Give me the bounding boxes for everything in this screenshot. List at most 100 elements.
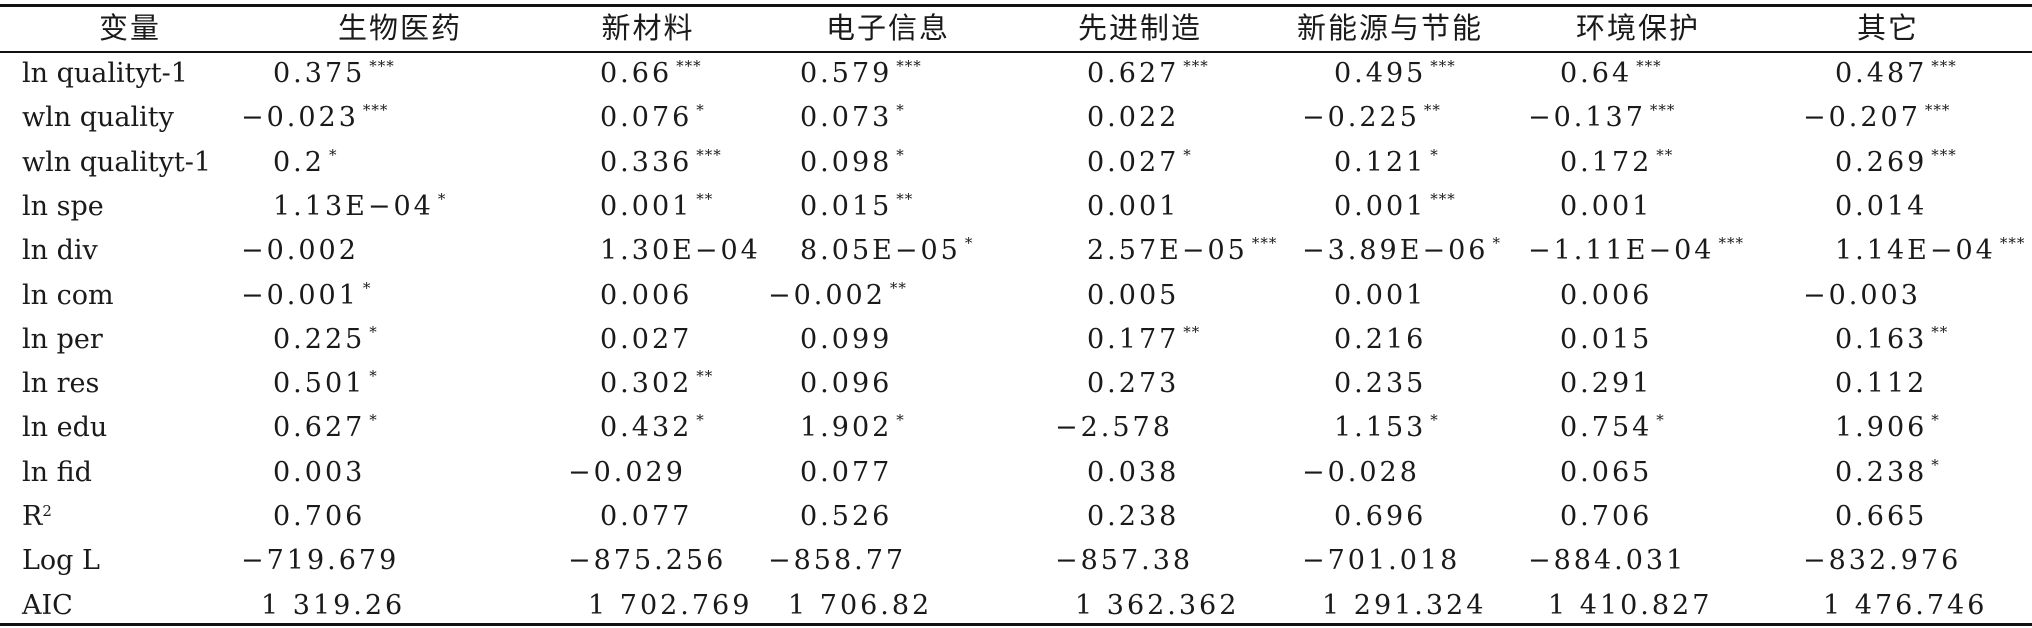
cell-value: 0.015	[1560, 323, 1653, 355]
significance-stars: ***	[1636, 57, 1662, 75]
table-cell: 0.526	[800, 495, 892, 539]
table-row: AIC 1 319.26 1 702.769 1 706.82 1 362.362 1 2…	[0, 584, 2032, 628]
significance-stars: **	[696, 367, 714, 386]
table-cell: 0.579 ***	[800, 52, 922, 96]
cell-value: 8.05E−05	[800, 235, 961, 267]
significance-stars: *	[896, 101, 905, 120]
table-cell: −875.256	[568, 539, 726, 583]
table-cell: −0.002	[241, 229, 359, 273]
table-cell: −2.578	[1055, 406, 1173, 450]
cell-value: −0.137	[1528, 102, 1646, 134]
table-row: ln spe 1.13E−04 * 0.001 ** 0.015 ** 0.001 0.001 *…	[0, 185, 2032, 229]
cell-value: 0.432	[600, 412, 693, 444]
cell-value: 0.696	[1334, 501, 1427, 532]
table-cell: 0.291	[1560, 362, 1652, 406]
bottom-rule	[0, 623, 2032, 626]
table-cell: 8.05E−05 *	[800, 229, 973, 273]
column-header: 变量	[98, 11, 162, 45]
row-label: ln res	[22, 362, 99, 406]
table-cell: 0.238 *	[1835, 451, 1940, 495]
table-cell: 0.006	[600, 274, 692, 318]
significance-stars: *	[696, 101, 705, 120]
cell-value: −0.028	[1302, 456, 1420, 488]
cell-value: 0.495	[1334, 58, 1427, 89]
row-label: ln com	[22, 274, 114, 318]
significance-stars: ***	[1931, 145, 1957, 164]
row-label-text: Log L	[22, 545, 100, 577]
cell-value: 0.001	[1560, 190, 1653, 222]
table-cell: 0.163 **	[1835, 318, 1948, 362]
table-cell: 0.235	[1334, 362, 1426, 406]
cell-value: 0.501	[273, 368, 366, 400]
table-cell: −0.029	[568, 451, 686, 495]
row-label-text: ln res	[22, 368, 100, 400]
row-label: R2	[22, 495, 52, 539]
table-cell: 0.005	[1087, 274, 1179, 318]
cell-value: 1 702.769	[588, 589, 753, 621]
cell-value: −0.002	[768, 279, 886, 311]
significance-stars: **	[1656, 145, 1674, 164]
cell-value: 0.627	[273, 412, 366, 444]
significance-stars: ***	[1183, 57, 1209, 75]
significance-stars: *	[964, 234, 974, 253]
column-header: 其它	[1856, 11, 1920, 45]
table-row: ln div −0.002 1.30E−04 8.05E−05 * 2.57E−05 ***…	[0, 229, 2032, 273]
cell-value: 0.706	[1560, 501, 1653, 532]
cell-value: 1.153	[1334, 412, 1427, 444]
significance-stars: ***	[1649, 101, 1676, 120]
table-cell: 0.098 *	[800, 141, 905, 185]
table-cell: 0.177 **	[1087, 318, 1200, 362]
column-header: 生物医药	[337, 11, 463, 45]
table-cell: 1.13E−04 *	[273, 185, 446, 229]
cell-value: 1 291.324	[1322, 589, 1487, 621]
table-cell: 0.269 ***	[1835, 141, 1957, 185]
header-rule	[0, 51, 2032, 53]
table-row: wln quality −0.023 *** 0.076 * 0.073 * 0.022 −0.…	[0, 96, 2032, 140]
significance-stars: *	[1931, 455, 1940, 474]
table-cell: 0.754 *	[1560, 406, 1665, 450]
table-cell: 0.077	[800, 451, 892, 495]
column-header: 新材料	[601, 11, 695, 45]
significance-stars: *	[362, 278, 372, 297]
cell-value: 0.216	[1334, 323, 1427, 355]
row-label-superscript: 2	[42, 502, 52, 520]
significance-stars: *	[369, 411, 378, 430]
row-label-text: AIC	[22, 589, 73, 621]
table-cell: 0.015 **	[800, 185, 913, 229]
cell-value: 0.006	[1560, 279, 1653, 311]
significance-stars: ***	[1931, 57, 1957, 75]
significance-stars: ***	[1430, 57, 1456, 75]
cell-value: 0.015	[800, 190, 893, 222]
significance-stars: ***	[369, 57, 395, 75]
table-cell: 0.336 ***	[600, 141, 722, 185]
row-label: ln div	[22, 229, 98, 273]
table-cell: 0.001	[1087, 185, 1179, 229]
table-row: wln qualityt-1 0.2 * 0.336 *** 0.098 * 0.027 * 0.…	[0, 141, 2032, 185]
column-header: 电子信息	[825, 11, 951, 45]
cell-value: −0.225	[1302, 102, 1420, 134]
table-cell: −0.002 **	[768, 274, 907, 318]
table-cell: 0.001 ***	[1334, 185, 1456, 229]
significance-stars: *	[369, 322, 378, 341]
cell-value: 1.14E−04	[1835, 235, 1996, 267]
table-cell: 0.66 ***	[600, 52, 702, 96]
cell-value: 0.375	[273, 58, 366, 89]
table-cell: −884.031	[1528, 539, 1686, 583]
table-cell: 0.001 **	[600, 185, 713, 229]
cell-value: −832.976	[1803, 545, 1962, 577]
table-cell: 0.099	[800, 318, 892, 362]
cell-value: 0.073	[800, 102, 893, 134]
table-row: ln edu 0.627 * 0.432 * 1.902 * −2.578 1.153 * 0.75…	[0, 406, 2032, 450]
cell-value: 0.66	[600, 58, 673, 89]
cell-value: 0.096	[800, 368, 893, 400]
table-cell: 1 410.827	[1548, 584, 1712, 628]
table-cell: 0.273	[1087, 362, 1179, 406]
cell-value: −0.003	[1803, 279, 1921, 311]
cell-value: 0.754	[1560, 412, 1653, 444]
table-cell: 1 476.746	[1823, 584, 1987, 628]
cell-value: −0.023	[241, 102, 359, 134]
cell-value: −884.031	[1528, 545, 1687, 577]
cell-value: 0.022	[1087, 102, 1180, 134]
cell-value: −3.89E−06	[1302, 235, 1489, 267]
table-row: ln qualityt-1 0.375 *** 0.66 *** 0.579 *** 0.62…	[0, 52, 2032, 96]
